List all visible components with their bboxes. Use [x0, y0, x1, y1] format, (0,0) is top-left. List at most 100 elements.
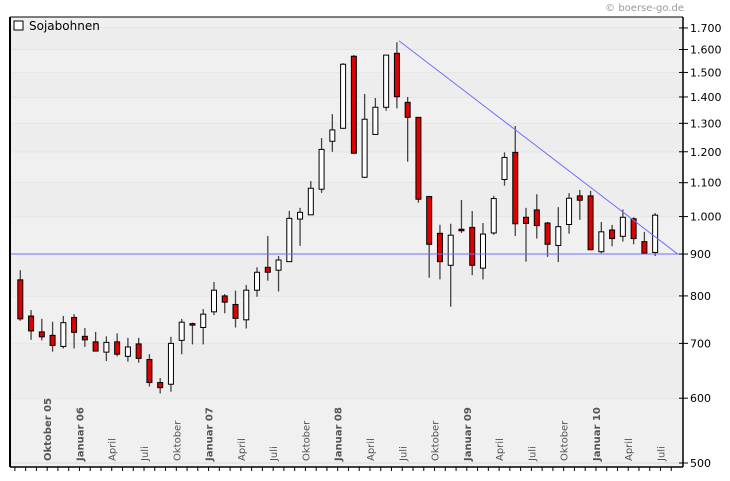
plot-band	[11, 72, 682, 97]
candle	[286, 210, 293, 263]
candle-body	[114, 341, 121, 355]
candle	[135, 337, 142, 363]
candle-body	[415, 116, 422, 200]
candle	[200, 309, 207, 345]
y-tick-label: 1.400	[690, 91, 722, 104]
y-tick-label: 1.100	[690, 177, 722, 190]
candle-body	[490, 198, 497, 234]
candle	[512, 126, 519, 236]
x-tick-label: Januar 09	[463, 407, 474, 462]
candle-body	[124, 346, 131, 357]
x-tick-label: Oktober	[301, 420, 312, 461]
candle	[566, 193, 573, 234]
candle-body	[254, 271, 261, 291]
candle	[372, 97, 379, 135]
candle	[17, 270, 24, 321]
x-tick-label: Juli	[398, 446, 409, 462]
candle-body	[458, 228, 465, 232]
candle	[436, 224, 443, 280]
candle-body	[533, 209, 540, 227]
candle	[114, 333, 121, 357]
x-tick-label: Juli	[657, 446, 668, 462]
candle	[232, 290, 239, 328]
candle-body	[210, 289, 217, 313]
candle	[49, 321, 56, 352]
candle	[490, 195, 497, 235]
candle	[501, 152, 508, 186]
candle-body	[17, 279, 24, 320]
candle	[167, 336, 174, 392]
candle	[254, 267, 261, 297]
candle	[71, 314, 78, 349]
candle	[609, 224, 616, 247]
candle	[619, 209, 626, 242]
candle-body	[329, 129, 336, 142]
annotation-lines	[10, 40, 683, 255]
candle	[92, 331, 99, 352]
candle-body	[275, 259, 282, 271]
x-tick-label: Oktober 05	[43, 398, 54, 461]
x-tick-label: Juli	[269, 446, 280, 462]
candle	[544, 221, 551, 257]
candle-body	[436, 232, 443, 263]
candle-body	[200, 313, 207, 328]
x-tick-label: Oktober	[431, 420, 442, 461]
candle	[81, 327, 88, 347]
candle-body	[630, 218, 637, 240]
x-tick-label: April	[108, 438, 119, 461]
candle-body	[598, 231, 605, 253]
x-tick-label: April	[366, 438, 377, 461]
candle-body	[157, 382, 164, 389]
source-credit: © boerse-go.de	[605, 3, 684, 14]
candle-body	[297, 211, 304, 220]
candle	[598, 221, 605, 254]
y-tick-label: 500	[690, 457, 711, 470]
candle	[469, 210, 476, 276]
candle-body	[60, 322, 67, 347]
candle	[178, 318, 185, 355]
candle-body	[92, 341, 99, 352]
candle-body	[264, 266, 271, 273]
y-tick-label: 800	[690, 290, 711, 303]
candles	[17, 42, 659, 394]
candle	[383, 54, 390, 111]
candle-body	[28, 315, 35, 332]
candle	[38, 318, 45, 341]
y-tick-label: 1.500	[690, 66, 722, 79]
y-tick-label: 1.200	[690, 146, 722, 159]
x-tick-label: Oktober	[560, 420, 571, 461]
candle	[60, 316, 67, 349]
candle	[210, 281, 217, 316]
y-tick-label: 1.600	[690, 43, 722, 56]
candle-body	[641, 241, 648, 254]
candle-body	[135, 343, 142, 359]
candle-body	[103, 341, 110, 353]
trend-line	[398, 40, 679, 255]
candle-body	[49, 334, 56, 346]
x-tick-label: Juli	[140, 446, 151, 462]
candle-body	[404, 101, 411, 118]
y-axis: 1.700 1.600 1.500 1.400 1.300 1.200 1.100 1.000…	[679, 22, 722, 470]
candle	[404, 96, 411, 162]
candle-body	[243, 289, 250, 321]
candle	[307, 181, 314, 216]
x-tick-label: Juli	[527, 446, 538, 462]
candle-body	[350, 55, 357, 154]
candle	[221, 294, 228, 314]
candle-body	[566, 197, 573, 225]
candle-body	[587, 195, 594, 251]
y-tick-label: 600	[690, 392, 711, 405]
candle	[329, 114, 336, 152]
candle-body	[512, 151, 519, 225]
plot-band	[11, 343, 682, 399]
candle	[146, 354, 153, 387]
candle-body	[232, 303, 239, 319]
candle-body	[469, 226, 476, 266]
candle	[576, 189, 583, 220]
candle-body	[619, 216, 626, 237]
candle-body	[393, 52, 400, 98]
candle	[630, 217, 637, 245]
x-tick-label: Januar 10	[592, 407, 603, 462]
candle-body	[178, 321, 185, 341]
